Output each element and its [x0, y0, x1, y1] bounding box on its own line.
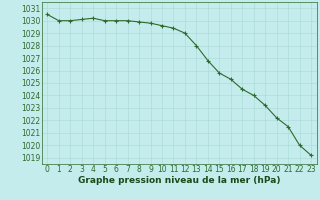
X-axis label: Graphe pression niveau de la mer (hPa): Graphe pression niveau de la mer (hPa) [78, 176, 280, 185]
